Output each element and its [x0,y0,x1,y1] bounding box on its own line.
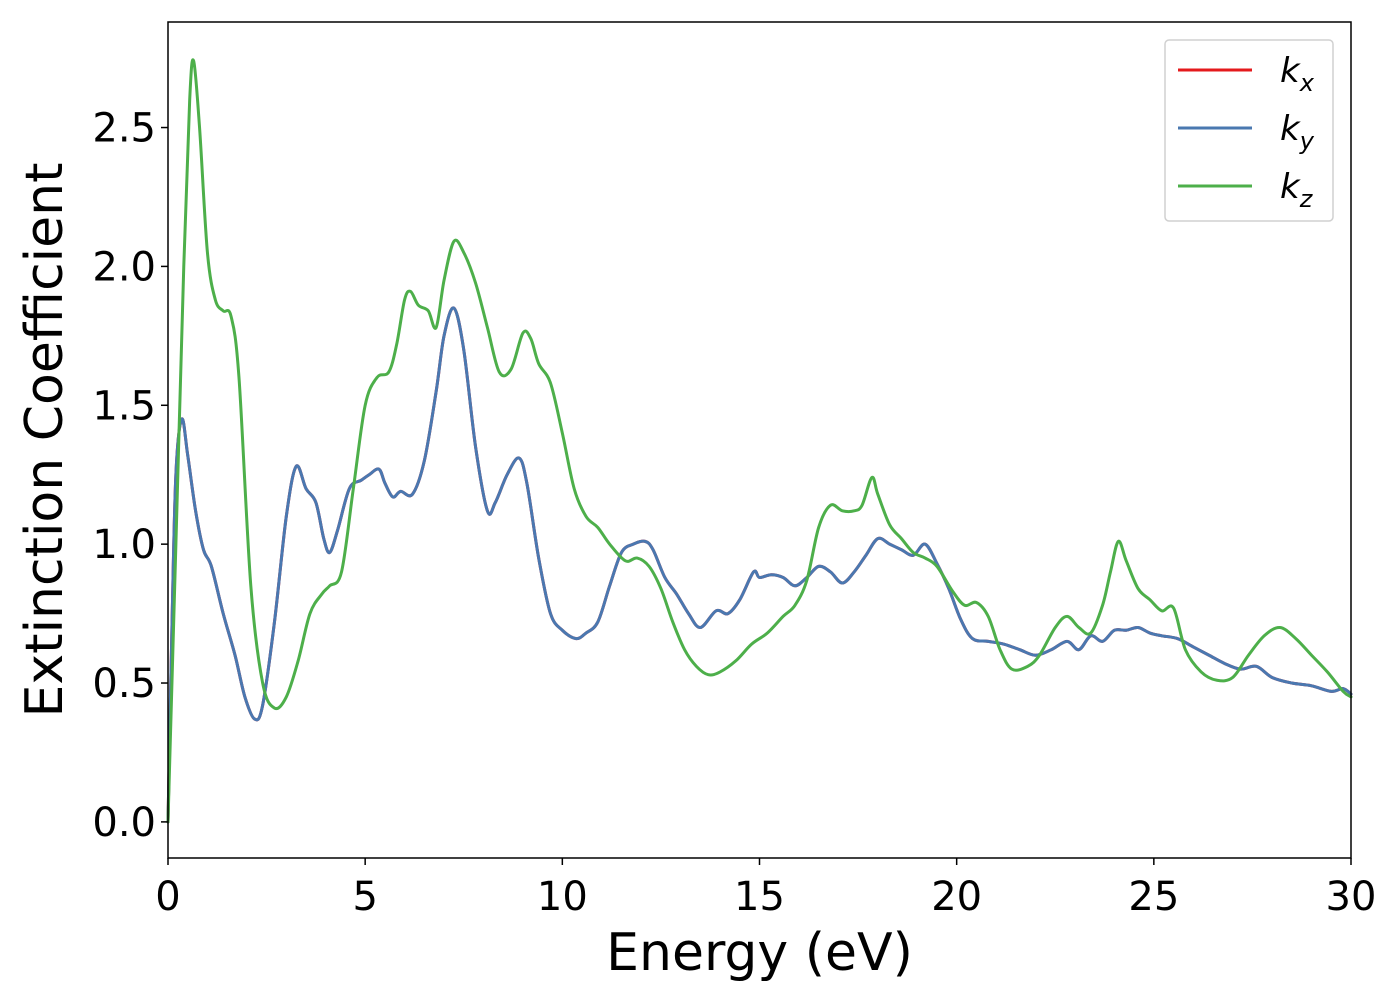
legend-box [1164,39,1334,222]
y-tick-label: 0.5 [92,661,156,707]
legend-label-k-z: kz [1280,167,1314,213]
y-tick-label: 1.5 [92,383,156,429]
legend: kx ky kz [1164,39,1334,222]
x-tick-label: 25 [1128,874,1179,920]
y-axis-ticks: 0.0 0.5 1.0 1.5 2.0 2.5 [92,106,168,846]
series-lines [166,58,1353,824]
legend-label-k-x: kx [1280,51,1315,97]
x-tick-label: 30 [1326,874,1377,920]
x-tick-label: 20 [931,874,982,920]
y-tick-label: 0.0 [92,800,156,846]
x-axis-label: Energy (eV) [606,923,913,983]
x-tick-label: 0 [155,874,180,920]
y-tick-label: 2.5 [92,106,156,152]
series-line-k-z [166,58,1353,824]
y-tick-label: 2.0 [92,244,156,290]
series-line-k-y [166,306,1353,824]
x-axis-ticks: 0 5 10 15 20 25 30 [155,858,1376,920]
legend-label-k-y: ky [1280,109,1315,155]
x-tick-label: 15 [734,874,785,920]
y-axis-label: Extinction Coefficient [15,163,75,718]
y-tick-label: 1.0 [92,522,156,568]
x-tick-label: 5 [352,874,377,920]
x-tick-label: 10 [537,874,588,920]
